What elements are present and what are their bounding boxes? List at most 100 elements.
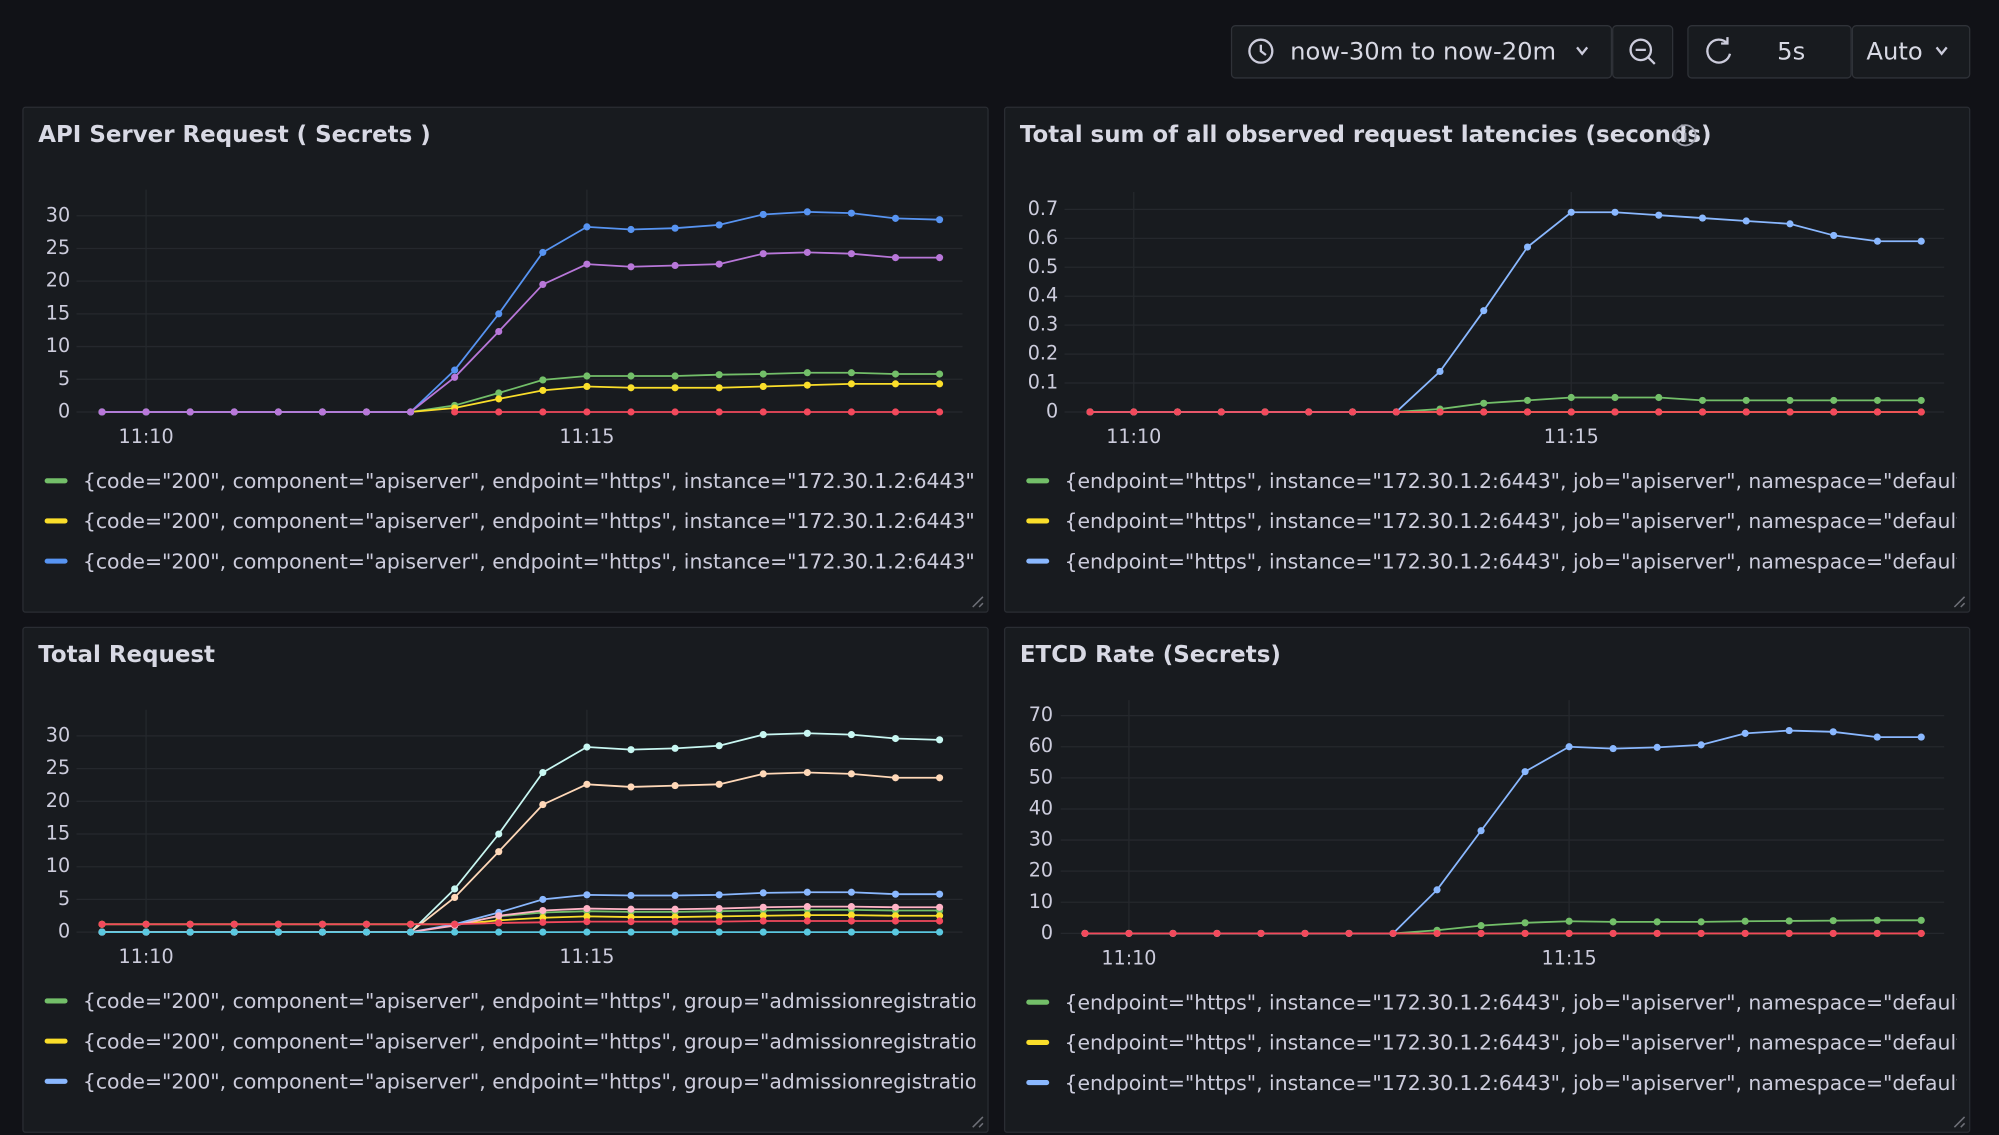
data-point [1523, 243, 1532, 251]
data-point [671, 744, 679, 752]
data-point [891, 774, 900, 782]
legend-swatch [44, 1038, 68, 1044]
data-point [1436, 367, 1444, 376]
data-point [627, 928, 635, 936]
legend-label: {endpoint="https", instance="172.30.1.2:… [1065, 991, 1999, 1015]
zoom-out-button[interactable] [1612, 25, 1674, 79]
data-point [803, 381, 811, 389]
data-point [1477, 827, 1485, 835]
refresh-interval[interactable]: 5s [1777, 37, 1805, 65]
data-point [1741, 729, 1749, 737]
data-point [627, 905, 635, 913]
y-tick-label: 5 [58, 367, 70, 390]
data-point [1565, 917, 1573, 925]
data-point [847, 917, 855, 925]
data-point [803, 408, 811, 416]
data-point [759, 210, 767, 219]
data-point [186, 928, 194, 936]
time-range[interactable]: now-30m to now-20m [1290, 37, 1556, 65]
resize-handle [1953, 1116, 1966, 1128]
data-point [803, 911, 811, 919]
refresh-button[interactable] [1687, 25, 1852, 79]
data-point [1698, 214, 1707, 222]
y-tick-label: 30 [46, 723, 70, 746]
interval[interactable]: Auto [1866, 37, 1922, 65]
data-point [1917, 237, 1925, 245]
data-point [1655, 408, 1663, 416]
data-point [759, 912, 767, 920]
data-point [891, 903, 900, 911]
data-point [274, 920, 282, 928]
data-point [671, 928, 679, 936]
y-tick-label: 25 [46, 236, 70, 259]
data-point [627, 225, 635, 234]
data-point [142, 920, 150, 928]
data-point [1173, 408, 1182, 416]
data-point [1742, 408, 1750, 416]
data-point [1873, 916, 1881, 924]
legend-label: {endpoint="https", instance="172.30.1.2:… [1065, 469, 1999, 493]
data-point [1301, 929, 1309, 937]
data-point [451, 373, 459, 381]
x-tick-label: 11:10 [1106, 425, 1161, 448]
data-point [1742, 396, 1750, 404]
data-point [1786, 220, 1794, 228]
y-tick-label: 20 [46, 789, 70, 812]
data-point [1785, 929, 1793, 937]
data-point [715, 371, 723, 379]
data-point [539, 386, 547, 394]
data-point [1917, 733, 1925, 741]
data-point [1698, 396, 1707, 404]
chevron [1576, 46, 1589, 56]
data-point [1261, 408, 1269, 416]
data-point [98, 920, 106, 928]
y-tick-label: 0.1 [1028, 371, 1058, 394]
data-point [98, 408, 106, 416]
data-point [847, 369, 855, 377]
legend-swatch [1026, 518, 1050, 524]
panel: API Server Request ( Secrets ) 0 5 10 15 20 25… [22, 106, 1036, 613]
data-point [936, 917, 944, 925]
data-point [847, 928, 855, 936]
data-point [495, 408, 503, 416]
data-point [847, 888, 855, 896]
data-point [1653, 929, 1661, 937]
data-point [1697, 741, 1705, 749]
series-line [101, 251, 940, 413]
panel-background [1003, 626, 1971, 1133]
data-point [715, 384, 723, 392]
clock-icon [1248, 38, 1274, 64]
data-point [627, 746, 635, 754]
data-point [539, 895, 547, 903]
info-icon[interactable] [1674, 124, 1697, 147]
panel: Total sum of all observed request latenc… [1003, 106, 1999, 613]
data-point [627, 783, 635, 791]
legend-label: {code="200", component="apiserver", endp… [83, 509, 1036, 533]
data-point [1567, 393, 1575, 402]
y-tick-label: 5 [58, 887, 70, 910]
data-point [891, 734, 900, 743]
data-point [451, 928, 459, 936]
y-tick-label: 30 [1029, 828, 1053, 851]
data-point [583, 918, 591, 926]
data-point [142, 928, 150, 936]
data-point [1567, 408, 1575, 416]
legend-swatch [1026, 1039, 1050, 1045]
y-tick-label: 60 [1029, 734, 1053, 757]
legend-label: {endpoint="https", instance="172.30.1.2:… [1065, 1031, 1999, 1055]
data-point [318, 928, 326, 936]
interval-picker[interactable] [1851, 25, 1971, 79]
x-tick-label: 11:10 [1101, 946, 1156, 969]
legend-label: {code="200", component="apiserver", endp… [83, 469, 1036, 493]
data-point [495, 395, 503, 403]
data-point [936, 928, 944, 936]
data-point [1125, 929, 1133, 937]
y-tick-label: 10 [1029, 890, 1053, 913]
data-point [407, 928, 415, 936]
data-point [891, 370, 900, 378]
toolbar: now-30m to now-20m 5s Auto [1230, 25, 1971, 79]
data-point [1830, 231, 1838, 240]
time-picker[interactable] [1230, 25, 1613, 79]
data-point [1698, 408, 1707, 416]
